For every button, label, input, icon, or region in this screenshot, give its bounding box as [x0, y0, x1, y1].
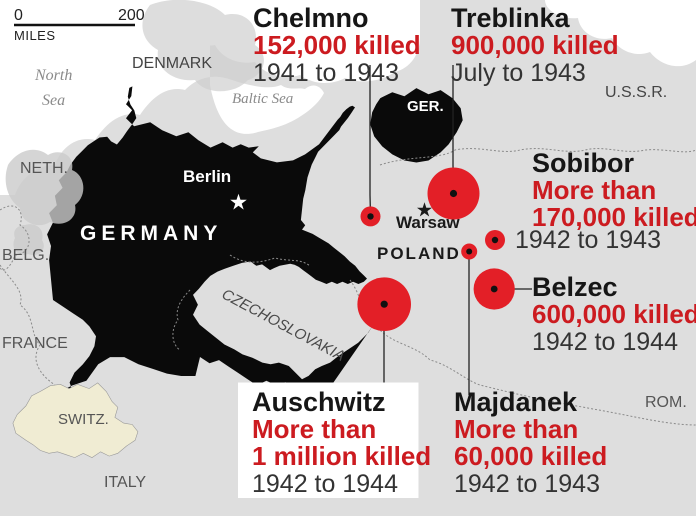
- svg-text:More than: More than: [532, 175, 656, 205]
- svg-text:900,000 killed: 900,000 killed: [451, 30, 619, 60]
- svg-text:U.S.S.R.: U.S.S.R.: [605, 84, 667, 101]
- svg-text:Treblinka: Treblinka: [451, 3, 571, 33]
- svg-text:1942 to 1944: 1942 to 1944: [532, 328, 678, 356]
- svg-text:ROM.: ROM.: [645, 394, 687, 411]
- svg-text:Berlin: Berlin: [183, 167, 231, 186]
- svg-text:1942 to 1943: 1942 to 1943: [454, 470, 600, 498]
- svg-text:1941 to 1943: 1941 to 1943: [253, 59, 399, 87]
- svg-text:Sea: Sea: [42, 92, 65, 109]
- svg-text:More than: More than: [252, 414, 376, 444]
- svg-text:200: 200: [118, 7, 145, 24]
- svg-text:More than: More than: [454, 414, 578, 444]
- svg-text:NETH.: NETH.: [20, 160, 68, 177]
- svg-text:Baltic Sea: Baltic Sea: [232, 91, 293, 107]
- svg-text:POLAND: POLAND: [377, 244, 461, 263]
- svg-text:GERMANY: GERMANY: [80, 222, 222, 245]
- svg-text:BELG.: BELG.: [2, 247, 49, 264]
- svg-text:0: 0: [14, 7, 23, 24]
- svg-text:1942 to 1944: 1942 to 1944: [252, 470, 398, 498]
- svg-text:North: North: [34, 67, 72, 84]
- svg-text:1 million killed: 1 million killed: [252, 441, 431, 471]
- svg-text:Belzec: Belzec: [532, 272, 618, 302]
- svg-text:Sobibor: Sobibor: [532, 148, 634, 178]
- svg-text:DENMARK: DENMARK: [132, 55, 212, 72]
- svg-text:1942 to 1943: 1942 to 1943: [515, 226, 661, 254]
- svg-text:July to 1943: July to 1943: [451, 59, 586, 87]
- svg-text:152,000 killed: 152,000 killed: [253, 30, 421, 60]
- svg-text:FRANCE: FRANCE: [2, 335, 68, 352]
- svg-text:ITALY: ITALY: [104, 474, 146, 491]
- svg-text:Auschwitz: Auschwitz: [252, 387, 386, 417]
- svg-text:GER.: GER.: [407, 98, 444, 115]
- svg-text:Majdanek: Majdanek: [454, 387, 578, 417]
- svg-text:60,000 killed: 60,000 killed: [454, 441, 607, 471]
- svg-text:SWITZ.: SWITZ.: [58, 411, 109, 428]
- svg-text:600,000 killed: 600,000 killed: [532, 299, 696, 329]
- svg-text:MILES: MILES: [14, 28, 56, 43]
- svg-text:Chelmno: Chelmno: [253, 3, 369, 33]
